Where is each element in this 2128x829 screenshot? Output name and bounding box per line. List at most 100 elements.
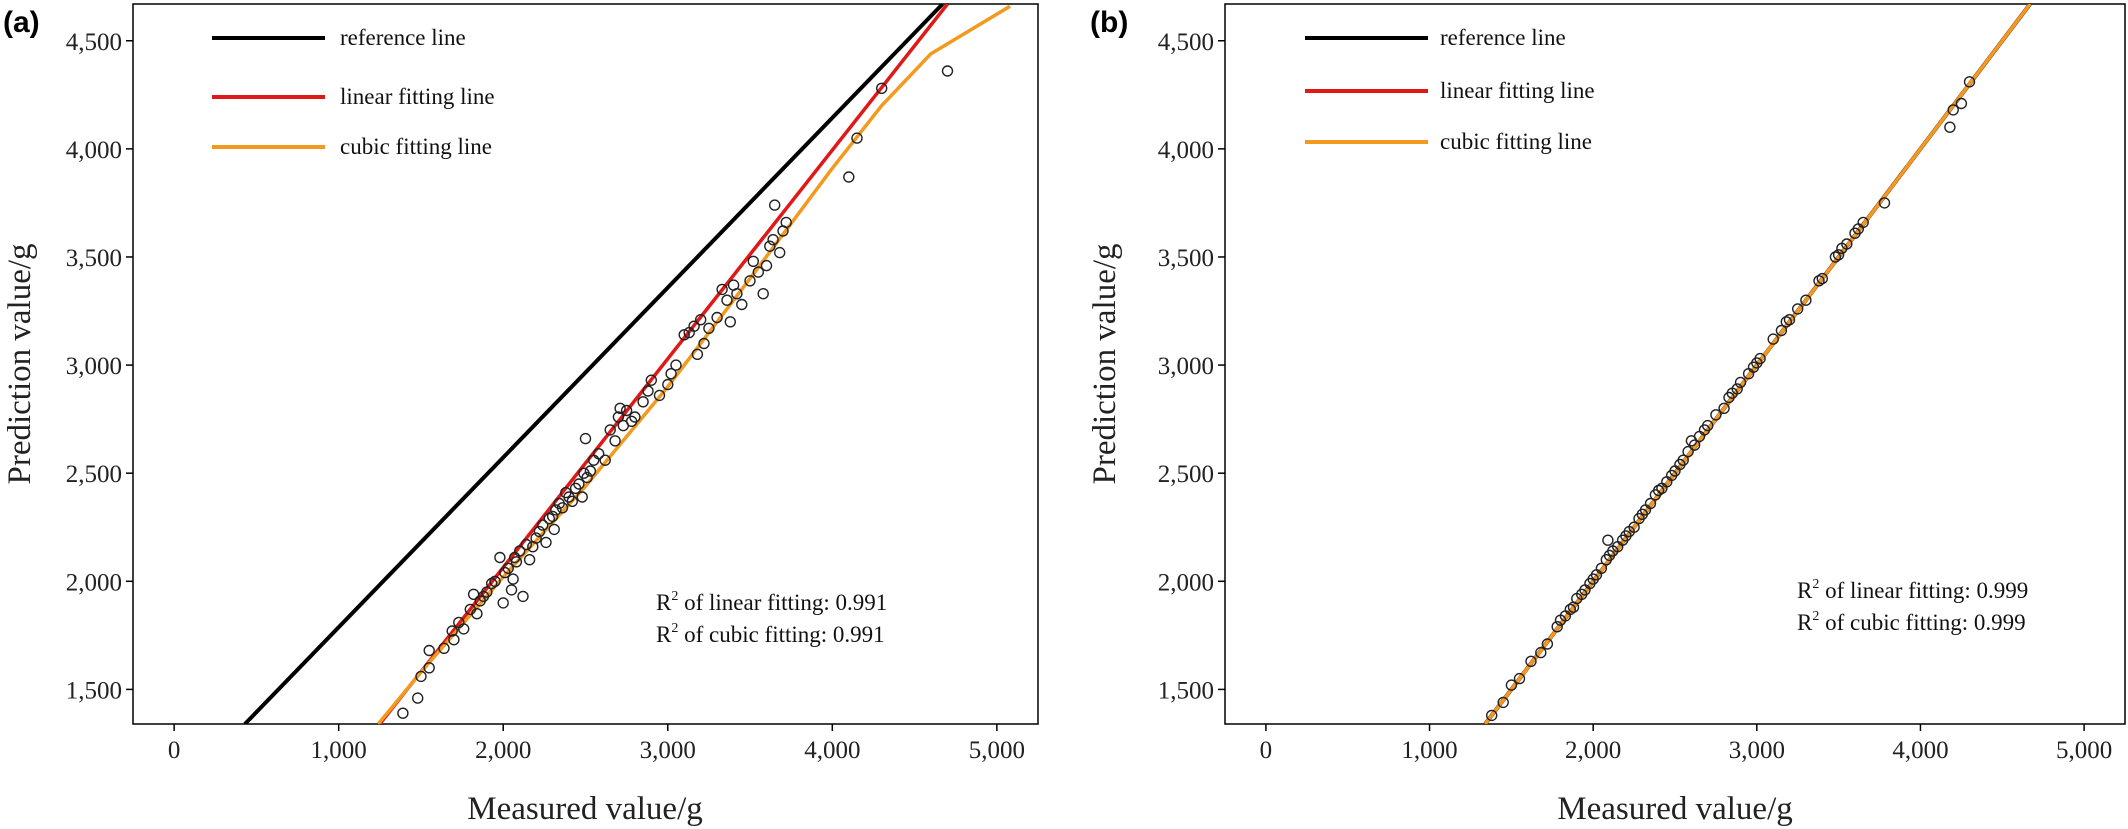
- data-point: [736, 298, 748, 311]
- y-tick-label: 3,000: [1158, 353, 1214, 380]
- data-point: [533, 525, 546, 538]
- y-tick-label: 3,500: [66, 245, 122, 272]
- x-tick-label: 2,000: [475, 737, 531, 764]
- x-tick-label: 4,000: [1892, 737, 1948, 764]
- data-point: [1767, 333, 1779, 345]
- x-axis-title-a: Measured value/g: [467, 791, 703, 827]
- data-point: [502, 562, 514, 574]
- data-point: [1791, 303, 1804, 315]
- y-tick-label: 4,000: [66, 137, 122, 164]
- data-point: [543, 512, 555, 525]
- data-point: [620, 404, 633, 417]
- data-point: [1718, 402, 1730, 414]
- plot-frame-a: [132, 3, 1039, 725]
- data-point: [446, 625, 458, 637]
- x-tick-label: 3,000: [1729, 737, 1785, 764]
- data-point: [423, 662, 435, 674]
- data-point: [744, 275, 756, 287]
- data-point: [489, 575, 501, 587]
- data-point: [724, 316, 736, 328]
- legend-label-cubic-b: cubic fitting line: [1440, 129, 1592, 154]
- data-point: [1710, 409, 1722, 421]
- data-point: [1682, 445, 1694, 458]
- x-axis-ticks-a: 0 1,000 2,000 3,000 4,000 5,000: [168, 724, 1025, 764]
- data-point: [1513, 672, 1526, 685]
- data-point: [752, 266, 764, 278]
- panel-b: (b) 0 1,000 2,000 3,000 4,000 5,000 1,500 2,00…: [1087, 3, 2126, 827]
- data-point: [1955, 97, 1968, 110]
- data-point: [438, 642, 450, 654]
- data-point: [581, 471, 593, 484]
- x-tick-label: 4,000: [804, 737, 860, 764]
- data-point: [637, 396, 649, 408]
- data-point: [1963, 76, 1976, 88]
- data-point: [760, 259, 773, 272]
- data-point: [629, 411, 641, 423]
- data-point: [1644, 497, 1657, 510]
- data-point: [1497, 696, 1509, 709]
- data-point: [653, 389, 666, 402]
- data-point: [1535, 646, 1547, 659]
- data-point: [731, 288, 743, 300]
- y-tick-label: 3,500: [1158, 245, 1214, 272]
- data-point: [1505, 679, 1518, 691]
- data-point: [1701, 419, 1714, 432]
- data-point: [780, 216, 792, 229]
- data-point: [397, 707, 409, 719]
- data-point: [678, 329, 690, 341]
- y-tick-label: 1,500: [1158, 677, 1214, 704]
- data-point: [546, 510, 559, 523]
- data-point: [599, 454, 611, 466]
- y-axis-ticks-a: 1,500 2,000 2,500 3,000 3,500 4,000 4,500: [66, 29, 133, 704]
- data-point: [458, 623, 470, 635]
- legend-label-reference-a: reference line: [340, 25, 466, 50]
- y-tick-label: 4,000: [1158, 137, 1214, 164]
- data-point: [471, 608, 483, 620]
- data-point: [412, 692, 424, 704]
- y-tick-label: 1,500: [66, 677, 122, 704]
- data-point: [1551, 621, 1563, 633]
- data-point: [1628, 521, 1640, 533]
- data-point: [764, 240, 776, 252]
- data-point: [514, 545, 526, 557]
- data-point: [1857, 216, 1869, 229]
- data-point: [703, 322, 715, 334]
- data-point: [537, 519, 549, 531]
- y-axis-title-b: Prediction value/g: [1087, 243, 1123, 484]
- data-point: [576, 491, 588, 503]
- data-point: [1525, 655, 1537, 667]
- data-point: [1816, 272, 1829, 285]
- data-point: [688, 320, 700, 332]
- data-point: [1832, 249, 1845, 261]
- data-point: [481, 586, 493, 598]
- data-point: [530, 532, 542, 544]
- data-point: [698, 337, 710, 350]
- r2-linear-a: R2 of linear fitting: 0.991: [656, 589, 887, 615]
- data-point: [716, 283, 728, 296]
- data-point: [1564, 603, 1577, 616]
- data-point: [612, 411, 625, 423]
- data-point: [843, 171, 855, 183]
- data-point: [1800, 294, 1812, 306]
- data-point: [662, 378, 674, 391]
- data-point: [721, 294, 733, 306]
- data-point: [507, 573, 519, 585]
- data-point: [520, 538, 532, 551]
- y-tick-label: 2,500: [1158, 461, 1214, 488]
- panel-a: (a) 0 1,000 2,000 3,000 4,000 5,000 1,500 2,00…: [2, 3, 1039, 827]
- data-point: [1944, 121, 1956, 133]
- data-point: [1677, 454, 1689, 466]
- data-point: [497, 597, 509, 609]
- data-point: [691, 348, 704, 360]
- x-axis-title-b: Measured value/g: [1557, 791, 1793, 827]
- data-point: [423, 644, 435, 657]
- r2-cubic-a: R2 of cubic fitting: 0.991: [656, 621, 885, 647]
- data-point: [415, 670, 427, 683]
- scatter-points-a: [397, 65, 954, 719]
- y-tick-label: 2,000: [1158, 569, 1214, 596]
- x-tick-label: 3,000: [640, 737, 696, 764]
- data-point: [1731, 383, 1743, 395]
- scatter-points-b: [1485, 76, 1976, 722]
- data-point: [1878, 197, 1891, 209]
